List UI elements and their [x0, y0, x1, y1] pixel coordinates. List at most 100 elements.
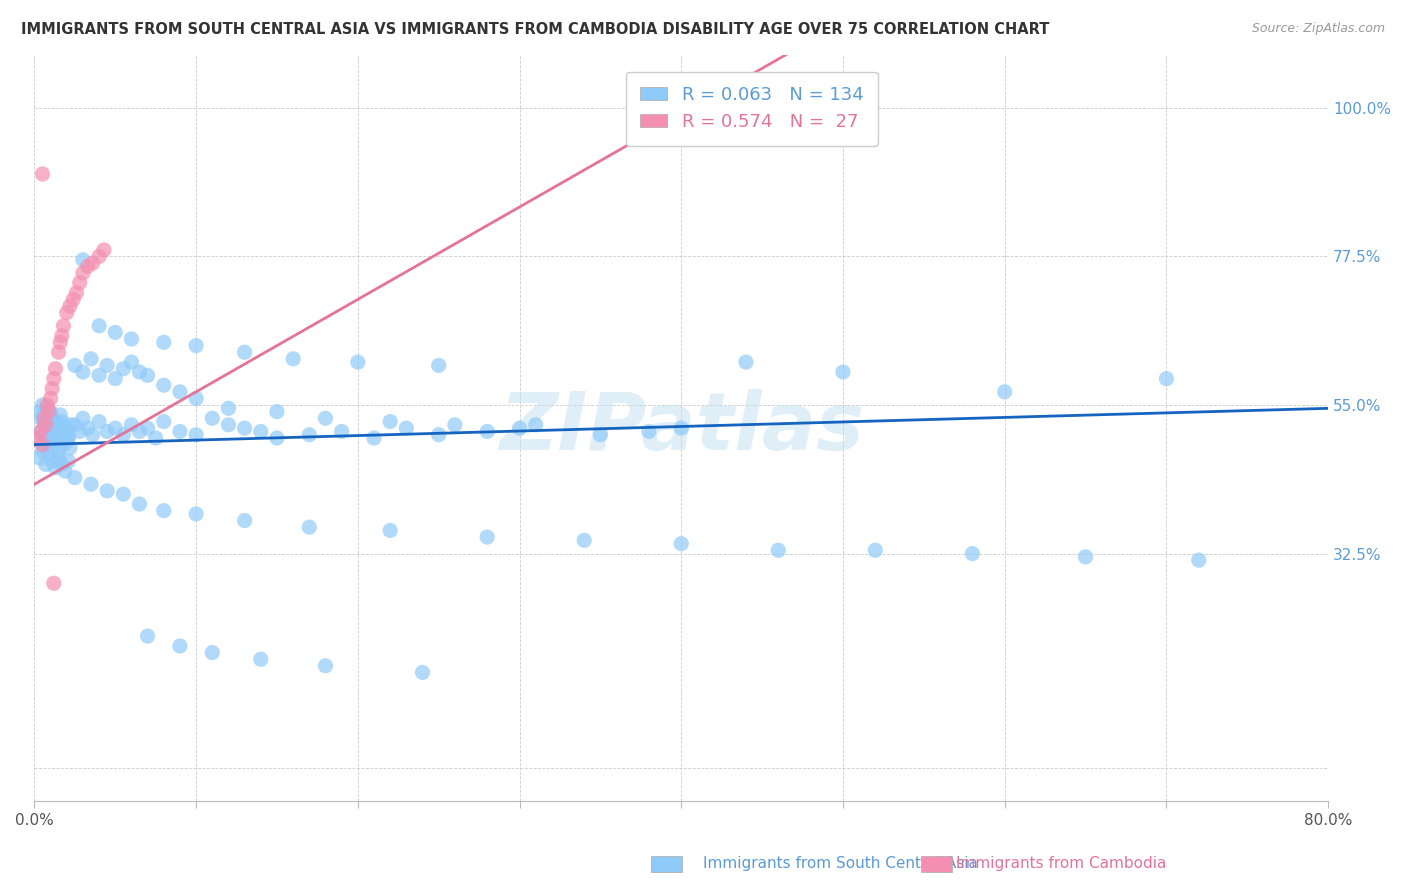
Point [169, 639, 191, 653]
Point [120, 417, 142, 432]
Point [37, 398, 59, 412]
Point [87, 415, 110, 429]
Point [638, 425, 661, 439]
Point [30, 411, 52, 425]
Point [87, 250, 110, 264]
Point [48, 450, 70, 465]
Point [201, 411, 224, 425]
Point [281, 351, 304, 366]
Point [41, 411, 63, 425]
Point [32, 415, 55, 429]
Point [962, 547, 984, 561]
Point [44, 434, 66, 449]
Point [51, 431, 73, 445]
Point [51, 415, 73, 429]
Point [42, 421, 65, 435]
Point [51, 328, 73, 343]
Point [42, 425, 65, 439]
Point [42, 371, 65, 385]
Point [509, 421, 531, 435]
Point [62, 293, 84, 307]
Point [314, 658, 336, 673]
Point [314, 411, 336, 425]
Point [48, 444, 70, 458]
Point [266, 431, 288, 445]
Point [63, 470, 86, 484]
Point [82, 256, 104, 270]
Point [112, 427, 135, 442]
Point [31, 437, 53, 451]
Point [184, 427, 207, 442]
Point [32, 411, 55, 425]
Point [69, 276, 91, 290]
Point [31, 444, 53, 458]
Point [184, 392, 207, 406]
Point [96, 483, 118, 498]
Point [39, 392, 62, 406]
Point [46, 427, 69, 442]
Point [233, 421, 256, 435]
Point [120, 355, 142, 369]
Point [63, 359, 86, 373]
Point [346, 355, 368, 369]
Point [53, 464, 76, 478]
Point [524, 417, 547, 432]
Text: Immigrants from South Central Asia: Immigrants from South Central Asia [703, 856, 979, 871]
Legend: R = 0.063   N = 134, R = 0.574   N =  27: R = 0.063 N = 134, R = 0.574 N = 27 [626, 71, 877, 145]
Point [55, 421, 77, 435]
Point [427, 359, 450, 373]
Point [32, 417, 55, 432]
Point [49, 335, 72, 350]
Point [363, 431, 385, 445]
Point [128, 497, 150, 511]
Point [38, 417, 60, 432]
Point [49, 408, 72, 422]
Point [217, 417, 239, 432]
Point [832, 365, 855, 379]
Point [412, 665, 434, 680]
Point [39, 431, 62, 445]
Point [52, 425, 75, 439]
Point [48, 417, 70, 432]
Point [444, 417, 467, 432]
Point [233, 514, 256, 528]
Point [37, 434, 59, 449]
Point [41, 454, 63, 468]
Point [184, 507, 207, 521]
Point [72, 252, 94, 267]
Point [52, 318, 75, 333]
Point [104, 421, 127, 435]
Point [112, 361, 135, 376]
Point [58, 431, 80, 445]
Point [574, 533, 596, 548]
Point [217, 401, 239, 416]
Point [104, 371, 127, 385]
Point [35, 458, 58, 472]
Point [201, 646, 224, 660]
Point [378, 524, 401, 538]
Point [82, 427, 104, 442]
Point [41, 382, 63, 396]
Point [48, 345, 70, 359]
Point [30, 425, 52, 439]
Point [152, 503, 174, 517]
Point [330, 425, 353, 439]
Point [768, 543, 790, 558]
Point [120, 332, 142, 346]
Point [128, 365, 150, 379]
Point [93, 243, 115, 257]
Point [28, 404, 51, 418]
Point [41, 441, 63, 455]
Point [51, 458, 73, 472]
Point [39, 404, 62, 418]
Point [96, 425, 118, 439]
Point [44, 361, 66, 376]
Text: IMMIGRANTS FROM SOUTH CENTRAL ASIA VS IMMIGRANTS FROM CAMBODIA DISABILITY AGE OV: IMMIGRANTS FROM SOUTH CENTRAL ASIA VS IM… [21, 22, 1049, 37]
Point [249, 425, 271, 439]
Point [266, 404, 288, 418]
Point [378, 415, 401, 429]
Point [63, 417, 86, 432]
Point [35, 427, 58, 442]
Point [298, 427, 321, 442]
Point [152, 378, 174, 392]
